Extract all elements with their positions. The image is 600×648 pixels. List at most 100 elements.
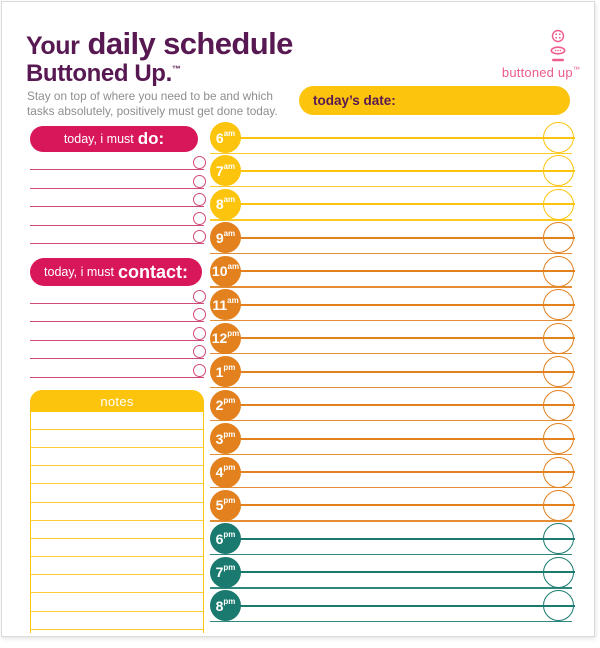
checkbox-circle[interactable] bbox=[193, 308, 206, 321]
hour-checkbox-circle[interactable] bbox=[543, 523, 574, 555]
hour-checkbox-circle[interactable] bbox=[543, 188, 574, 220]
logo-button-stack bbox=[550, 29, 566, 62]
hour-checkbox-circle[interactable] bbox=[543, 356, 574, 388]
hour-badge: 7 pm bbox=[210, 556, 241, 588]
hour-writing-line-secondary bbox=[210, 420, 572, 422]
meridiem-label: pm bbox=[223, 463, 236, 472]
writing-line bbox=[30, 326, 206, 341]
contact-header-prefix: today, i must bbox=[44, 265, 114, 279]
hour-badge: 8 am bbox=[210, 188, 241, 220]
schedule-slot-row: 12 pm bbox=[2, 322, 594, 356]
checkbox-circle[interactable] bbox=[193, 326, 206, 340]
hour-badge: 2 pm bbox=[210, 389, 241, 421]
checkbox-circle[interactable] bbox=[193, 193, 206, 206]
todays-date-field[interactable]: today’s date: bbox=[299, 86, 570, 115]
checkbox-circle[interactable] bbox=[193, 211, 206, 225]
meridiem-label: pm bbox=[223, 396, 236, 406]
logo-text: buttoned up bbox=[501, 65, 573, 80]
writing-line bbox=[30, 211, 206, 226]
hour-writing-line-secondary bbox=[210, 386, 572, 388]
hour-badge: 3 pm bbox=[210, 423, 241, 455]
hour-badge: 9 am bbox=[210, 222, 241, 254]
hour-checkbox-circle[interactable] bbox=[543, 489, 574, 521]
hour-writing-line bbox=[227, 370, 575, 373]
writing-line bbox=[30, 289, 206, 304]
schedule-slot-row: 6 am bbox=[2, 122, 594, 155]
round-button-icon bbox=[551, 29, 565, 43]
schedule-slot-row: 7 am bbox=[2, 155, 594, 188]
hour-writing-line-secondary bbox=[210, 620, 572, 623]
checkbox-circle[interactable] bbox=[193, 363, 206, 377]
hour-writing-line-secondary bbox=[210, 219, 572, 221]
schedule-slot-row: 8 pm bbox=[2, 590, 594, 623]
hour-checkbox-circle[interactable] bbox=[543, 122, 574, 153]
writing-line bbox=[30, 345, 206, 359]
hour-writing-line bbox=[227, 236, 575, 239]
hour-checkbox-circle[interactable] bbox=[543, 389, 574, 421]
subtitle-line-2: tasks absolutely, positively must get do… bbox=[27, 103, 278, 118]
notes-header-label: notes bbox=[100, 393, 134, 409]
hour-writing-line-secondary bbox=[210, 319, 572, 322]
oval-button-icon bbox=[550, 46, 566, 55]
todays-date-label: today’s date: bbox=[313, 93, 396, 108]
hour-checkbox-circle[interactable] bbox=[543, 456, 574, 488]
hour-badge: 6 pm bbox=[210, 523, 241, 555]
hour-checkbox-circle[interactable] bbox=[543, 155, 574, 187]
schedule-slot-row: 7 pm bbox=[2, 556, 594, 590]
hour-label: 3 bbox=[215, 430, 224, 447]
hour-checkbox-circle[interactable] bbox=[543, 556, 574, 588]
checkbox-circle[interactable] bbox=[193, 289, 206, 303]
dash-button-icon bbox=[552, 58, 564, 62]
checkbox-circle[interactable] bbox=[193, 345, 206, 358]
hour-writing-line bbox=[227, 303, 575, 306]
checkbox-circle[interactable] bbox=[193, 230, 206, 243]
schedule-slot-row: 5 pm bbox=[2, 489, 594, 523]
contact-header-emphasis: contact: bbox=[117, 261, 188, 282]
title-prefix: Your bbox=[26, 32, 80, 60]
hour-checkbox-circle[interactable] bbox=[543, 590, 574, 622]
hour-writing-line-secondary bbox=[210, 587, 572, 589]
hour-writing-line-secondary bbox=[210, 520, 572, 522]
hour-label: 1 bbox=[215, 363, 224, 380]
hour-writing-line bbox=[227, 571, 575, 574]
notes-writing-line bbox=[30, 610, 204, 612]
notes-writing-line bbox=[30, 628, 204, 630]
writing-line bbox=[30, 363, 206, 378]
hour-label: 8 bbox=[215, 196, 224, 213]
hour-checkbox-circle[interactable] bbox=[543, 289, 574, 321]
meridiem-label: am bbox=[227, 262, 240, 272]
meridiem-label: pm bbox=[223, 563, 236, 573]
hour-label: 5 bbox=[215, 497, 224, 514]
hour-checkbox-circle[interactable] bbox=[543, 222, 574, 254]
schedule-slot-row: 10 am bbox=[2, 255, 594, 289]
notes-writing-line bbox=[30, 574, 204, 576]
schedule-slot-row: 6 pm bbox=[2, 523, 594, 556]
notes-writing-line bbox=[30, 592, 204, 594]
brand-name: Buttoned Up.™ bbox=[26, 60, 181, 88]
hour-writing-line-secondary bbox=[210, 453, 572, 455]
hour-label: 6 bbox=[215, 129, 224, 146]
hour-label: 9 bbox=[215, 229, 224, 246]
subtitle: Stay on top of where you need to be and … bbox=[27, 89, 278, 118]
meridiem-label: am bbox=[223, 195, 236, 205]
checkbox-circle[interactable] bbox=[193, 156, 206, 169]
writing-line bbox=[30, 230, 206, 244]
meridiem-label: pm bbox=[223, 529, 236, 539]
hour-writing-line-secondary bbox=[210, 152, 572, 154]
notes-panel bbox=[30, 412, 204, 633]
writing-line bbox=[30, 156, 206, 170]
writing-line bbox=[30, 174, 206, 189]
buttonedup-logo: buttoned up™ bbox=[470, 29, 580, 80]
checkbox-circle[interactable] bbox=[193, 174, 206, 188]
hour-label: 6 bbox=[215, 530, 224, 547]
hour-checkbox-circle[interactable] bbox=[543, 423, 574, 455]
writing-line bbox=[30, 308, 206, 322]
hour-badge: 8 pm bbox=[210, 590, 241, 622]
notes-writing-line bbox=[30, 483, 204, 485]
title-main: daily schedule bbox=[87, 26, 294, 61]
hour-writing-line bbox=[227, 203, 575, 206]
hour-writing-line bbox=[227, 471, 575, 473]
hour-checkbox-circle[interactable] bbox=[543, 322, 574, 354]
hour-checkbox-circle[interactable] bbox=[543, 255, 574, 287]
